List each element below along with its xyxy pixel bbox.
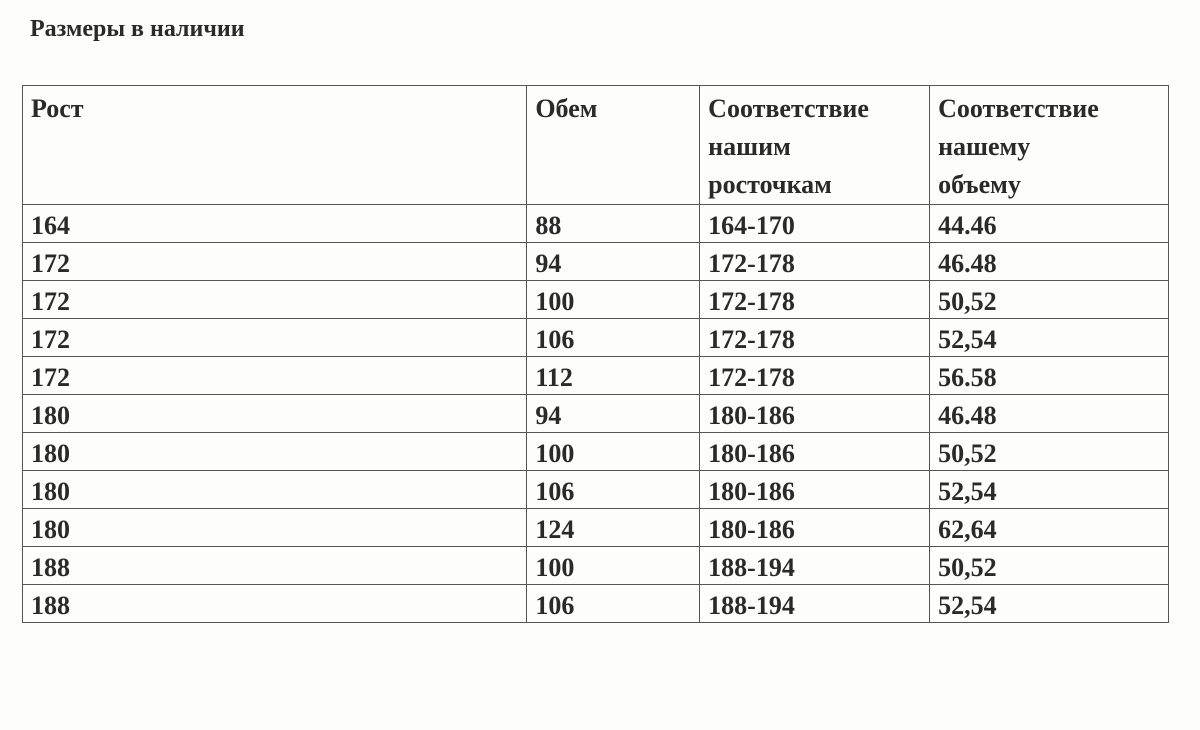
table-cell: 164-170: [699, 204, 931, 243]
table-cell: 94: [526, 394, 701, 433]
table-cell: 106: [526, 470, 701, 509]
table-cell: 44.46: [929, 204, 1169, 243]
page-title: Размеры в наличии: [30, 16, 245, 42]
table-cell: 50,52: [929, 432, 1169, 471]
table-cell: 100: [526, 280, 701, 319]
table-cell: 180: [21, 470, 528, 509]
table-cell: 94: [526, 242, 701, 281]
table-cell: 180-186: [699, 432, 931, 471]
table-cell: 50,52: [929, 280, 1169, 319]
column-header: Соответствие нашим росточкам: [699, 85, 931, 205]
table-row: 188 106 188-194 52,54: [21, 584, 1169, 623]
table-cell: 180-186: [699, 508, 931, 547]
table-cell: 180: [21, 508, 528, 547]
table-cell: 100: [526, 546, 701, 585]
column-header: Рост: [21, 85, 528, 205]
table-cell: 180: [21, 432, 528, 471]
column-header: Обем: [526, 85, 701, 205]
table-cell: 88: [526, 204, 701, 243]
table-row: 172 112 172-178 56.58: [21, 356, 1169, 395]
table-cell: 52,54: [929, 318, 1169, 357]
table-cell: 172: [21, 242, 528, 281]
column-header: Соответствие нашему объему: [929, 85, 1169, 205]
table-cell: 52,54: [929, 584, 1169, 623]
table-cell: 52,54: [929, 470, 1169, 509]
table-cell: 172-178: [699, 318, 931, 357]
table-row: 164 88 164-170 44.46: [21, 204, 1169, 243]
table-cell: 172-178: [699, 356, 931, 395]
table-row: 172 94 172-178 46.48: [21, 242, 1169, 281]
sizes-table: Рост Обем Соответствие нашим росточкам Соотве…: [21, 85, 1169, 623]
table-cell: 46.48: [929, 394, 1169, 433]
table-cell: 62,64: [929, 508, 1169, 547]
table-cell: 56.58: [929, 356, 1169, 395]
table-cell: 46.48: [929, 242, 1169, 281]
table-row: 180 100 180-186 50,52: [21, 432, 1169, 471]
table-row: 172 106 172-178 52,54: [21, 318, 1169, 357]
table-cell: 124: [526, 508, 701, 547]
table-row: 188 100 188-194 50,52: [21, 546, 1169, 585]
table-row: 180 94 180-186 46.48: [21, 394, 1169, 433]
table-cell: 172: [21, 356, 528, 395]
table-cell: 188: [21, 584, 528, 623]
table-cell: 106: [526, 584, 701, 623]
table-cell: 112: [526, 356, 701, 395]
table-cell: 180-186: [699, 470, 931, 509]
table-cell: 172: [21, 280, 528, 319]
table-cell: 100: [526, 432, 701, 471]
table-header-row: Рост Обем Соответствие нашим росточкам Соотве…: [21, 85, 1169, 205]
table-cell: 188-194: [699, 584, 931, 623]
table-cell: 164: [21, 204, 528, 243]
table-cell: 172-178: [699, 242, 931, 281]
table-row: 180 124 180-186 62,64: [21, 508, 1169, 547]
table-cell: 180: [21, 394, 528, 433]
table-cell: 50,52: [929, 546, 1169, 585]
table-row: 180 106 180-186 52,54: [21, 470, 1169, 509]
table-cell: 172: [21, 318, 528, 357]
table-cell: 180-186: [699, 394, 931, 433]
table-cell: 106: [526, 318, 701, 357]
table-cell: 172-178: [699, 280, 931, 319]
table-cell: 188: [21, 546, 528, 585]
table-row: 172 100 172-178 50,52: [21, 280, 1169, 319]
table-cell: 188-194: [699, 546, 931, 585]
